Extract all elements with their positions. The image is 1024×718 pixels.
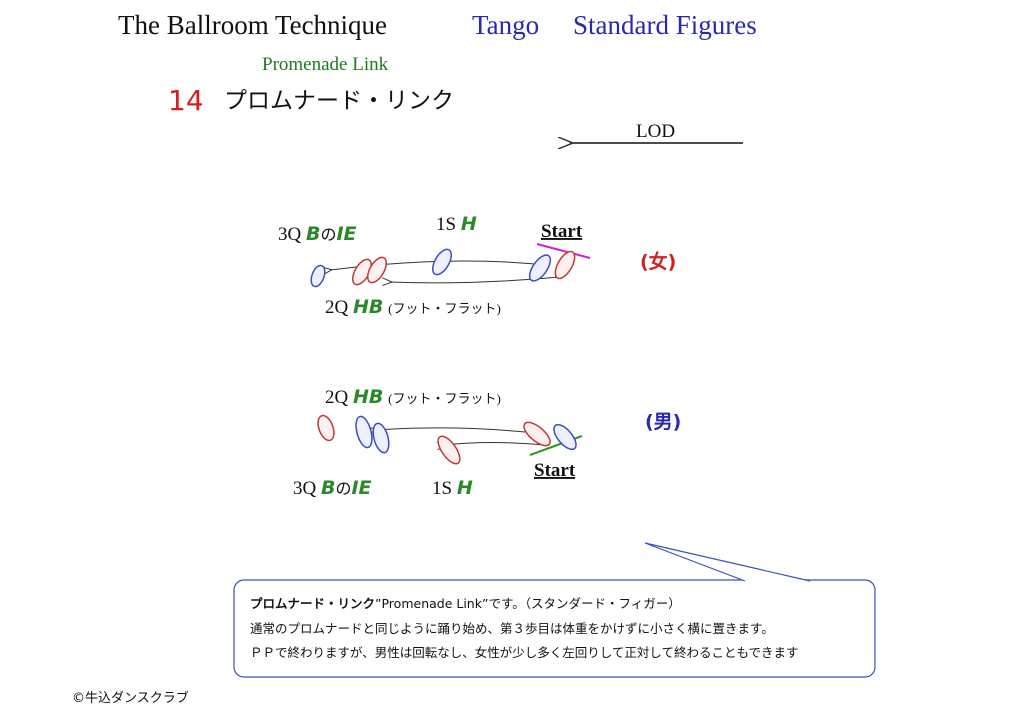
count: 2Q <box>325 387 349 408</box>
footprint <box>554 250 576 280</box>
footprint <box>372 422 390 454</box>
bold-text: プロムナード・リンク <box>250 596 375 611</box>
lod-label: LOD <box>636 121 675 142</box>
footwork: H <box>461 213 477 235</box>
track <box>375 428 526 432</box>
figure-name-en: Promenade Link <box>262 54 389 75</box>
footprint <box>553 423 577 451</box>
footwork: H <box>457 477 473 499</box>
footwork: B <box>321 477 335 499</box>
footwork: HB <box>353 386 383 408</box>
footprint <box>528 254 552 282</box>
footprint <box>437 435 461 465</box>
note: (フット・フラット) <box>388 301 501 316</box>
step-label: 1S H <box>432 477 473 499</box>
start-label: Start <box>541 221 583 242</box>
callout-pointer <box>644 542 811 582</box>
dance: Tango <box>472 10 539 40</box>
start-label: Start <box>534 460 576 481</box>
step-label: 1S H <box>436 213 477 235</box>
joiner: の <box>320 227 336 244</box>
count: 1S <box>432 478 452 499</box>
track <box>445 443 546 446</box>
step-label: 2Q HB (フット・フラット) <box>325 386 501 408</box>
step-label: 2Q HB (フット・フラット) <box>325 296 501 318</box>
footprint <box>355 415 373 449</box>
man-diagram: 2Q HB (フット・フラット) 3Q BのIE 1S H Start (男) <box>293 386 681 499</box>
figure-number: 14 <box>168 84 204 117</box>
woman-label: (女) <box>640 250 676 273</box>
text: ”Promenade Link”です。（スタンダード・フィガー） <box>375 596 681 611</box>
callout: プロムナード・リンク”Promenade Link”です。（スタンダード・フィガ… <box>233 542 876 678</box>
step-label: 3Q BのIE <box>293 477 372 499</box>
copyright: ©牛込ダンスクラブ <box>72 690 189 706</box>
footprint <box>431 248 453 276</box>
footwork: B <box>306 223 320 245</box>
footprint <box>310 264 326 288</box>
start-line <box>536 243 591 259</box>
footprint <box>366 256 388 284</box>
position: IE <box>351 477 371 499</box>
title: The Ballroom Technique <box>118 10 387 40</box>
position: IE <box>336 223 356 245</box>
count: 3Q <box>278 224 302 245</box>
figure-name-ja: プロムナード・リンク <box>224 88 454 114</box>
note: (フット・フラット) <box>388 391 501 406</box>
category: Standard Figures <box>573 10 757 40</box>
woman-diagram: 3Q BのIE 1S H 2Q HB (フット・フラット) Start (女) <box>278 213 676 318</box>
callout-line: 通常のプロムナードと同じように踊り始め、第３歩目は体重をかけずに小さく横に置きま… <box>250 621 774 636</box>
callout-line: プロムナード・リンク”Promenade Link”です。（スタンダード・フィガ… <box>250 596 681 611</box>
footprint <box>523 421 551 447</box>
callout-line: ＰＰで終わりますが、男性は回転なし、女性が少し多く左回りして正対して終わることも… <box>250 645 799 660</box>
callout-box <box>233 579 876 678</box>
man-label: (男) <box>645 411 681 433</box>
step-label: 3Q BのIE <box>278 223 357 245</box>
count: 3Q <box>293 478 317 499</box>
count: 2Q <box>325 297 349 318</box>
footwork: HB <box>353 296 383 318</box>
footprint <box>317 414 335 442</box>
joiner: の <box>335 481 351 498</box>
count: 1S <box>436 214 456 235</box>
